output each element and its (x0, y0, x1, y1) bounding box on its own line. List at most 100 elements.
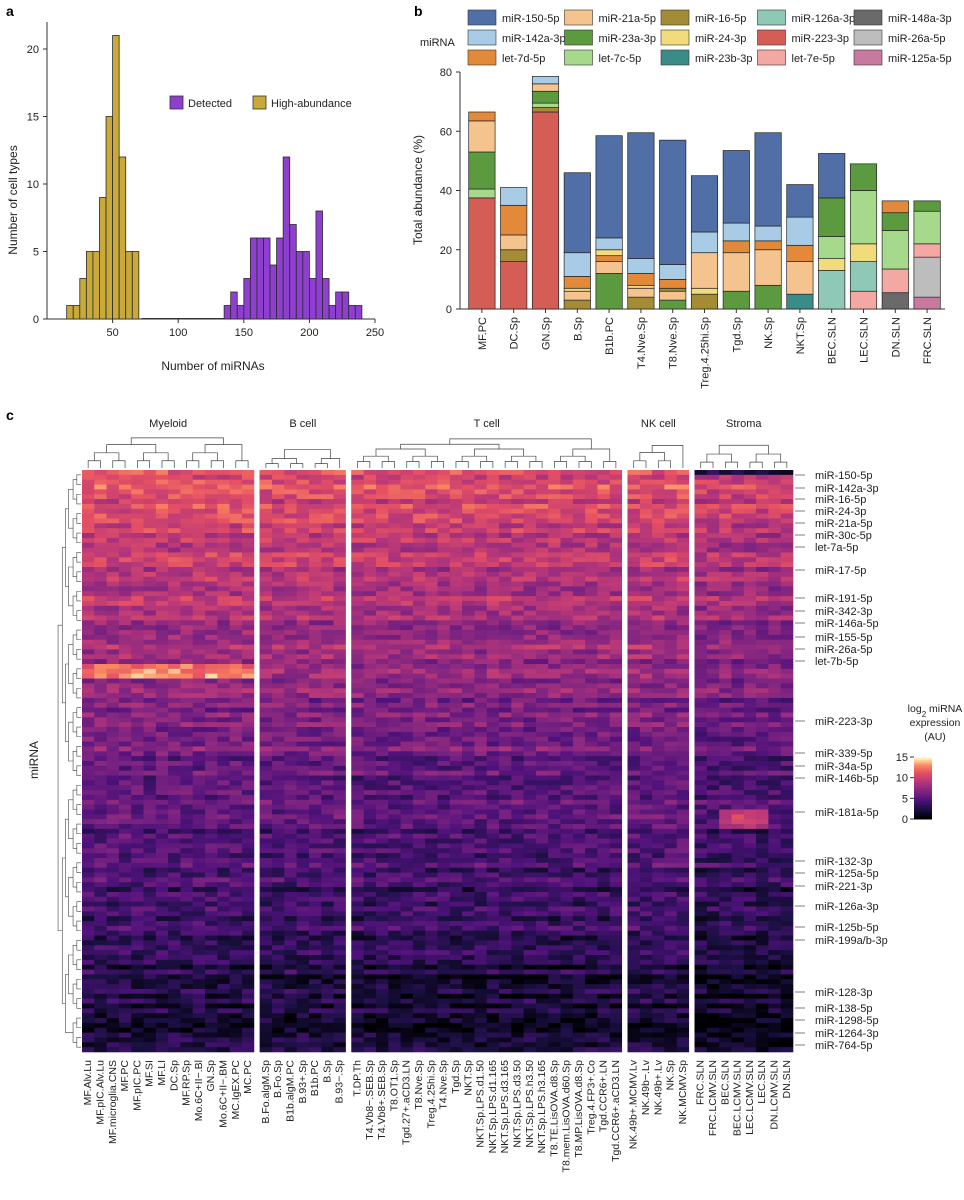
heatmap-cell (192, 814, 206, 820)
heatmap-cell (449, 872, 463, 878)
heatmap-cell (272, 736, 285, 742)
heatmap-cell (474, 988, 488, 995)
heatmap-cell (106, 562, 120, 568)
stacked-bar-segment (690, 231, 719, 254)
heatmap-cell (155, 610, 169, 616)
heatmap-cell (168, 882, 181, 888)
heatmap-cell (499, 872, 512, 878)
heatmap-cell (535, 552, 549, 558)
heatmap-cell (259, 761, 273, 767)
heatmap-cell (155, 484, 169, 490)
heatmap-cell (94, 950, 107, 956)
heatmap-cell (180, 925, 194, 932)
heatmap-cell (511, 717, 524, 723)
heatmap-cell (548, 727, 561, 733)
heatmap-cell (272, 634, 285, 641)
heatmap-cell (272, 731, 285, 738)
heatmap-cell (241, 945, 255, 951)
heatmap-cell (351, 673, 364, 679)
heatmap-cell (155, 959, 169, 965)
heatmap-cell (548, 508, 561, 514)
heatmap-cell (437, 533, 451, 539)
heatmap-cell (296, 693, 310, 699)
heatmap-cell (449, 1022, 463, 1029)
heatmap-cell (94, 809, 107, 815)
heatmap-cell (131, 537, 144, 544)
heatmap-cell (437, 882, 451, 888)
heatmap-cell (321, 1027, 334, 1033)
heatmap-cell (259, 916, 273, 922)
heatmap-cell (535, 1032, 549, 1038)
heatmap-cell (155, 494, 169, 500)
heatmap-cell (535, 911, 549, 917)
heatmap-cell (535, 567, 549, 573)
heatmap-cell (388, 741, 401, 747)
heatmap-cell (499, 508, 512, 514)
heatmap-cell (180, 610, 194, 616)
heatmap-cell (259, 775, 273, 781)
heatmap-cell (192, 470, 206, 476)
heatmap-cell (82, 702, 95, 708)
heatmap-cell (511, 814, 524, 820)
heatmap-cell (351, 639, 364, 645)
heatmap-cell (205, 858, 218, 864)
heatmap-cell (217, 542, 230, 548)
heatmap-cell (560, 596, 574, 602)
heatmap-cell (106, 824, 120, 830)
heatmap-cell (192, 591, 206, 597)
heatmap-cell (449, 828, 463, 835)
heatmap-cell (474, 799, 488, 805)
heatmap-cell (351, 1018, 364, 1024)
heatmap-cell (143, 693, 157, 699)
heatmap-cell (296, 756, 310, 762)
heatmap-cell (259, 654, 273, 660)
heatmap-cell (388, 877, 401, 883)
heatmap-cell (412, 610, 426, 616)
heatmap-cell (548, 882, 561, 888)
heatmap-cell (205, 639, 218, 645)
heatmap-cell (363, 688, 377, 694)
heatmap-cell (192, 697, 206, 704)
heatmap-cell (321, 950, 334, 956)
heatmap-cell (229, 950, 243, 956)
heatmap-cell (535, 494, 549, 500)
heatmap-cell (548, 746, 561, 752)
heatmap-cell (321, 712, 334, 718)
stacked-bar-segment (531, 83, 560, 92)
heatmap-cell (155, 470, 169, 476)
heatmap-cell (523, 794, 537, 801)
heatmap-cell (94, 712, 107, 718)
heatmap-cell (449, 824, 463, 830)
heatmap-cell (535, 634, 549, 641)
heatmap-cell (511, 712, 524, 718)
heatmap-cell (192, 1042, 206, 1048)
heatmap-cell (523, 736, 537, 742)
stacked-bar-segment (563, 276, 591, 289)
heatmap-cell (474, 731, 488, 738)
heatmap-cell (308, 562, 322, 568)
heatmap-cell (388, 586, 401, 592)
heatmap-cell (308, 513, 322, 519)
heatmap-cell (425, 625, 438, 631)
heatmap-cell (143, 610, 157, 616)
heatmap-cell (560, 649, 574, 655)
heatmap-cell (412, 615, 426, 621)
heatmap-cell (180, 1042, 194, 1048)
heatmap-cell (363, 727, 377, 733)
histogram-bar (263, 237, 271, 320)
heatmap-cell (155, 955, 169, 961)
heatmap-cell (143, 591, 157, 597)
heatmap-cell (375, 843, 389, 849)
heatmap-cell (143, 993, 157, 999)
heatmap-cell (462, 630, 475, 636)
panel-letter-a: a (6, 3, 14, 19)
heatmap-cell (321, 891, 334, 898)
heatmap-cell (333, 804, 347, 810)
heatmap-cell (259, 470, 273, 476)
heatmap-cell (333, 1042, 347, 1048)
heatmap-cell (486, 790, 500, 796)
heatmap-cell (437, 576, 451, 582)
stacked-bar-segment (659, 139, 687, 265)
heatmap-cell (425, 615, 438, 621)
heatmap-cell (437, 731, 451, 738)
